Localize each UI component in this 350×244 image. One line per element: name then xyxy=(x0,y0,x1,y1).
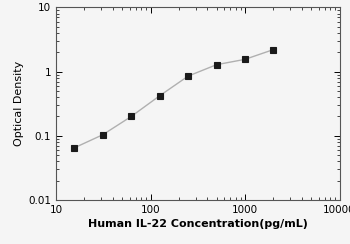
X-axis label: Human IL-22 Concentration(pg/mL): Human IL-22 Concentration(pg/mL) xyxy=(88,219,308,229)
Y-axis label: Optical Density: Optical Density xyxy=(14,61,24,146)
